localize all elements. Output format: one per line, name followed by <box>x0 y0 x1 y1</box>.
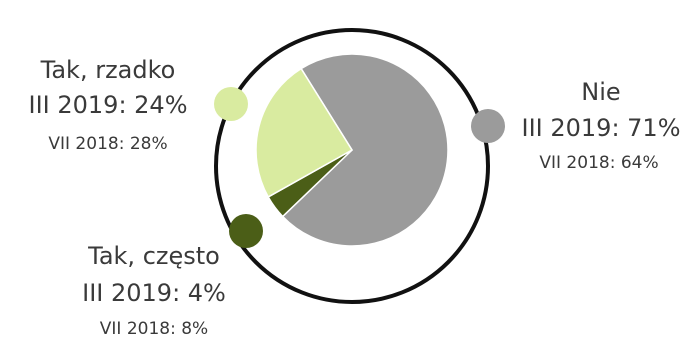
label-nie-primary: III 2019: 71% <box>522 114 681 142</box>
slice-nie <box>281 53 449 247</box>
label-tak-rzadko-secondary: VII 2018: 28% <box>48 134 167 154</box>
outer-ring <box>214 28 490 304</box>
label-tak-czesto-primary: III 2019: 4% <box>82 279 226 307</box>
label-nie-category: Nie <box>581 78 620 106</box>
label-tak-czesto-secondary: VII 2018: 8% <box>100 319 208 338</box>
pie-slices <box>255 53 449 247</box>
legend-dot-tak-czesto <box>229 214 263 248</box>
legend-dot-tak-rzadko <box>214 87 248 121</box>
legend-dot-nie <box>471 109 505 143</box>
label-tak-rzadko-category: Tak, rzadko <box>40 56 176 84</box>
label-nie-secondary: VII 2018: 64% <box>539 153 658 173</box>
slice-tak-rzadko <box>255 67 354 198</box>
label-tak-rzadko-primary: III 2019: 24% <box>29 91 188 119</box>
label-tak-czesto-category: Tak, często <box>87 242 220 270</box>
